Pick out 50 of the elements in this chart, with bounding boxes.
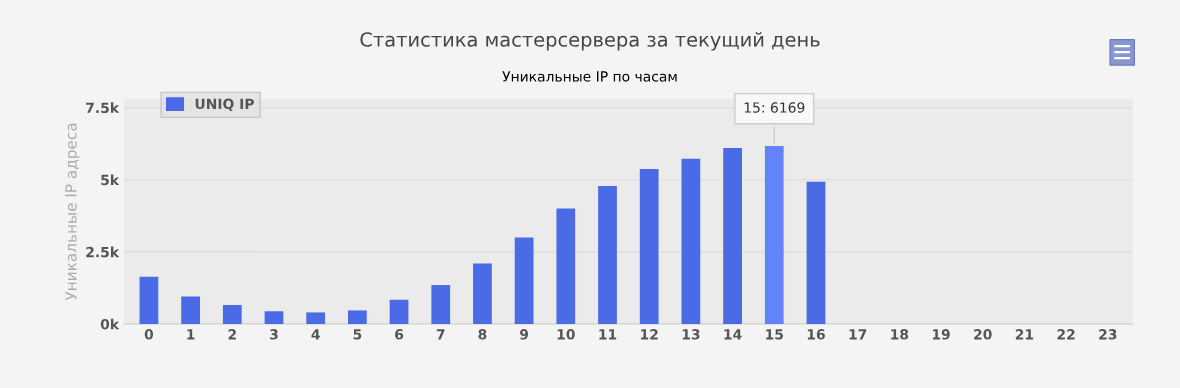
bar xyxy=(723,147,742,324)
x-tick-label: 12 xyxy=(641,329,658,340)
x-tick-label: 6 xyxy=(395,329,404,340)
x-tick-label: 0 xyxy=(144,329,154,340)
chart-title: Статистика мастерсервера за текущий день xyxy=(360,31,820,51)
x-tick-label: 4 xyxy=(311,329,320,340)
x-tick-label: 14 xyxy=(724,329,742,340)
bar xyxy=(764,146,784,324)
bar xyxy=(806,181,826,324)
x-tick-label: 11 xyxy=(599,329,617,340)
y-tick-label: 7.5k xyxy=(86,102,120,114)
bar xyxy=(347,310,367,324)
chart-subtitle: Уникальные IP по часам xyxy=(502,71,677,82)
x-tick-label: 5 xyxy=(353,329,362,340)
x-tick-label: 13 xyxy=(682,329,700,340)
x-tick-label: 20 xyxy=(974,329,992,340)
x-tick-label: 23 xyxy=(1099,329,1117,340)
legend-label: UNIQ IP xyxy=(195,98,254,111)
bar xyxy=(639,169,659,324)
x-tick-label: 19 xyxy=(932,329,950,340)
x-tick-label: 8 xyxy=(478,329,487,340)
y-tick-label: 5k xyxy=(101,174,120,186)
bar xyxy=(514,237,534,324)
x-tick-label: 18 xyxy=(891,329,909,340)
x-tick-label: 7 xyxy=(436,329,445,340)
bar xyxy=(306,312,326,324)
x-tick-label: 22 xyxy=(1057,329,1075,340)
bar xyxy=(431,285,451,324)
x-tick-label: 10 xyxy=(557,329,575,340)
y-tick-label: 0k xyxy=(100,318,120,330)
bar xyxy=(473,263,492,324)
annotation: 15: 6169 xyxy=(744,102,805,113)
bar xyxy=(181,296,200,324)
bar xyxy=(389,299,409,324)
x-tick-label: 3 xyxy=(270,329,278,340)
x-tick-label: 16 xyxy=(807,329,825,340)
bar xyxy=(598,186,617,324)
x-tick-label: 9 xyxy=(520,329,529,340)
bar xyxy=(264,311,284,324)
x-tick-label: 21 xyxy=(1015,329,1034,340)
x-tick-label: 2 xyxy=(228,329,236,340)
bar xyxy=(222,304,242,324)
x-tick-label: 15 xyxy=(766,329,783,340)
bar xyxy=(139,276,159,324)
bar xyxy=(681,158,701,324)
x-tick-label: 17 xyxy=(849,329,867,340)
y-axis-title: Уникальные IP адреса xyxy=(65,123,80,301)
x-tick-label: 1 xyxy=(187,329,195,340)
bar xyxy=(556,208,576,324)
y-tick-label: 2.5k xyxy=(86,246,120,258)
